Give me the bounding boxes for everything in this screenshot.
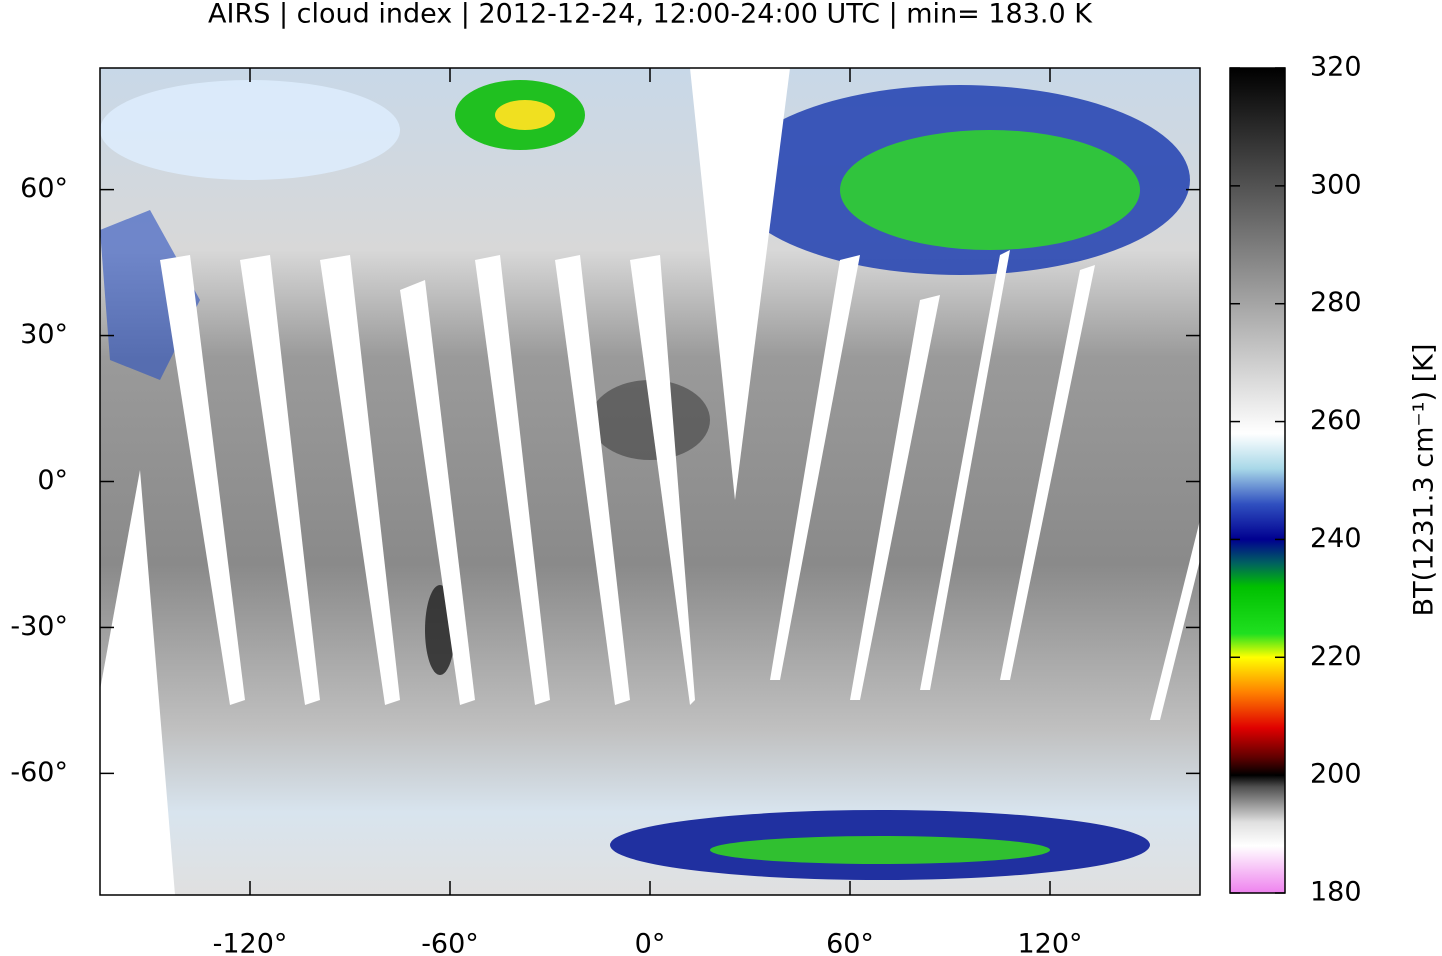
colorbar — [1229, 67, 1286, 894]
colorbar-tick-label: 300 — [1310, 169, 1362, 200]
y-tick-label: 0° — [37, 465, 68, 496]
y-tick-label: -60° — [10, 757, 68, 788]
y-tick-label: 60° — [20, 173, 68, 204]
colorbar-tick-label: 180 — [1310, 877, 1362, 908]
chart-title: AIRS | cloud index | 2012-12-24, 12:00-2… — [208, 0, 1093, 30]
x-tick-label: -60° — [421, 929, 479, 956]
x-tick-label: -120° — [213, 929, 288, 956]
x-tick-label: 60° — [826, 929, 874, 956]
colorbar-label: BT(1231.3 cm⁻¹) [K] — [1409, 344, 1440, 617]
colorbar-tick-label: 200 — [1310, 759, 1362, 790]
colorbar-tick-label: 260 — [1310, 405, 1362, 436]
colorbar-tick-label: 240 — [1310, 523, 1362, 554]
colorbar-tick-label: 220 — [1310, 641, 1362, 672]
x-tick-label: 0° — [635, 929, 666, 956]
colorbar-tick-label: 280 — [1310, 287, 1362, 318]
colorbar-tick-label: 320 — [1310, 52, 1362, 83]
y-tick-label: -30° — [10, 611, 68, 642]
map-image — [100, 68, 1200, 895]
x-tick-label: 120° — [1017, 929, 1082, 956]
y-tick-label: 30° — [20, 319, 68, 350]
